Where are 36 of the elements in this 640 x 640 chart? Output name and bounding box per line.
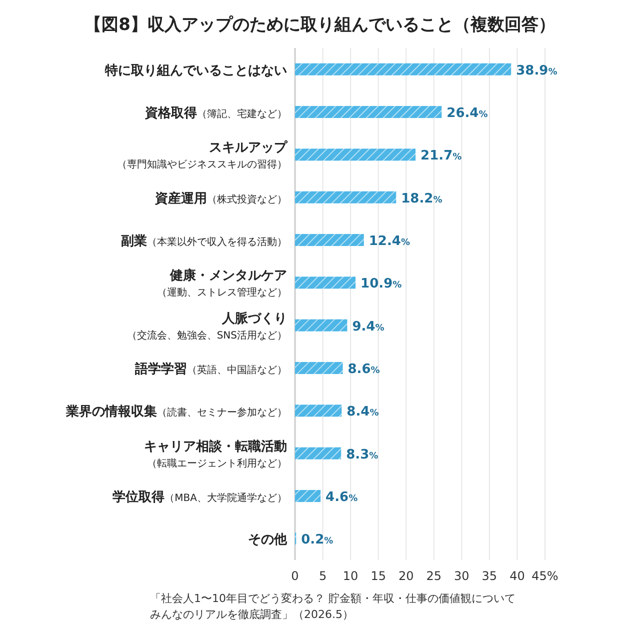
x-tick-label: 10 [342, 569, 358, 583]
data-label: 10.9% [360, 276, 402, 292]
data-label: 4.6% [326, 490, 358, 505]
x-tick-label: 15 [370, 569, 386, 583]
y-tick-label: 健康・メンタルケア（運動、ストレス管理など） [157, 268, 287, 299]
data-label: 12.4% [368, 234, 410, 249]
data-label: 18.2% [401, 191, 442, 206]
y-tick-label: キャリア相談・転職活動（転職エージェント利用など） [144, 438, 287, 470]
y-tick-label: 語学学習（英語、中国語など） [134, 361, 287, 377]
y-tick-label: 資産運用（株式投資など） [154, 190, 287, 206]
x-tick-label: 35 [482, 569, 498, 583]
text: 「社会人1〜10年目でどう変わる？ 貯金額・年収・仕事の価値観についてみんなのリアルを徹底調査」（2026.5） [150, 592, 516, 621]
y-tick-label: 人脈づくり（交流会、勉強会、SNS活用など） [126, 310, 287, 342]
data-label: 8.6% [348, 362, 380, 377]
x-tick-label: 25 [426, 569, 442, 583]
y-tick-label: その他 [248, 532, 288, 548]
data-label: 38.9% [516, 63, 558, 78]
y-tick-label: 資格取得（簿記、宅建など） [144, 106, 287, 121]
data-label: 8.4% [346, 404, 379, 420]
x-tick-label: 40 [510, 569, 525, 583]
data-label: 21.7% [420, 148, 462, 164]
data-label: 0.2% [301, 532, 334, 548]
data-label: 26.4% [446, 106, 488, 121]
x-tick-label: 30 [454, 569, 470, 583]
x-tick-label: 0 [291, 569, 299, 583]
data-label: 9.4% [352, 319, 384, 334]
x-tick-label: 45% [532, 569, 558, 583]
y-tick-label: 業界の情報収集（読書、セミナー参加など） [65, 404, 287, 420]
y-tick-label: スキルアップ（専門知識やビジネススキルの習得） [117, 140, 288, 171]
y-tick-label: 特に取り組んでいることはない [104, 63, 287, 78]
y-tick-label: 学位取得（MBA、大学院通学など） [112, 490, 287, 505]
data-label: 8.3% [346, 447, 378, 462]
x-tick-label: 20 [398, 569, 414, 583]
chart-title: 【図8】収入アップのために取り組んでいること（複数回答） [84, 15, 556, 35]
y-tick-label: 副業（本業以外で収入を得る活動） [121, 234, 287, 249]
x-tick-label: 5 [318, 569, 327, 583]
